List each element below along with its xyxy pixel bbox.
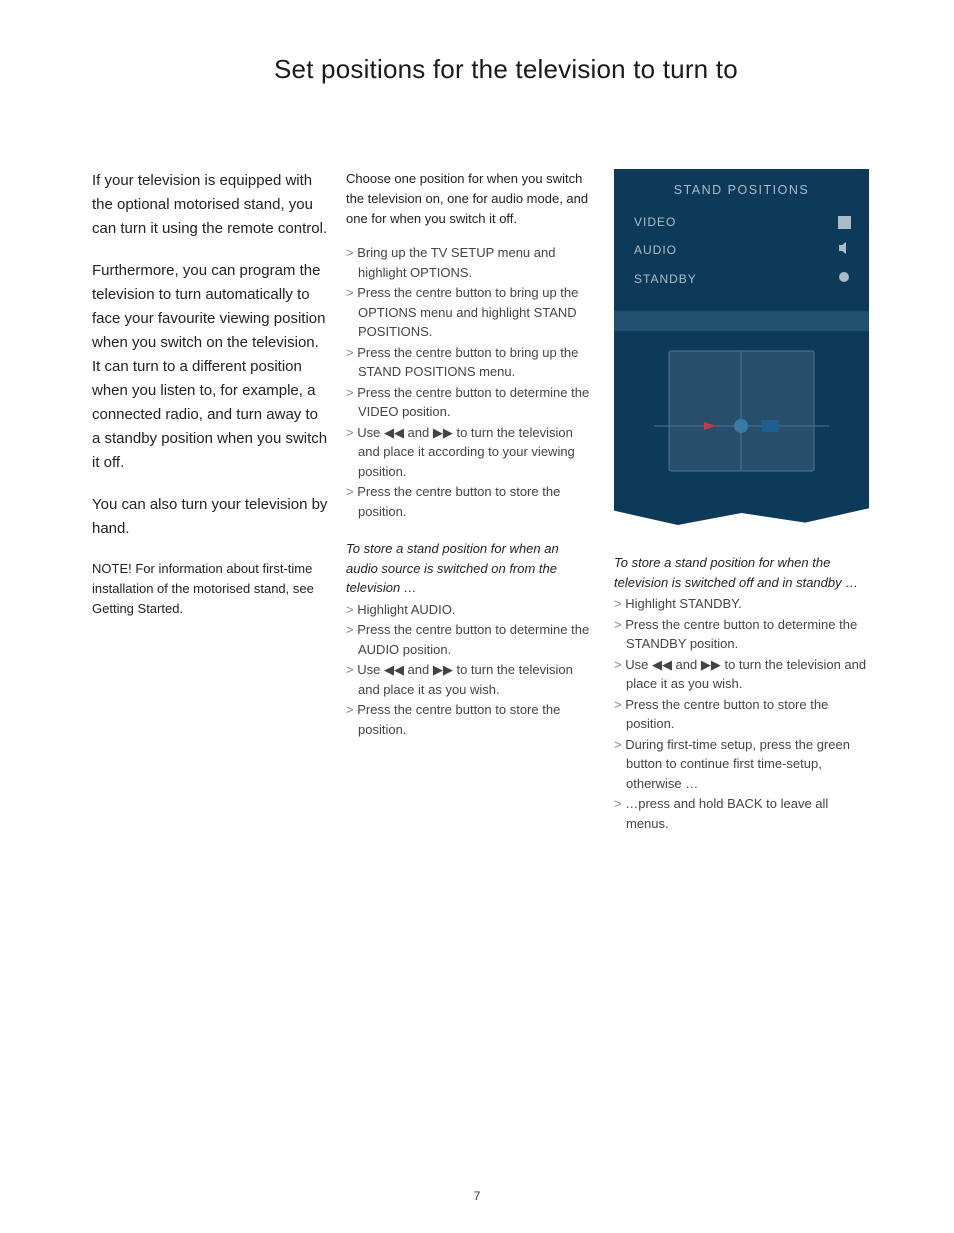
menu-label: VIDEO xyxy=(634,215,676,229)
step-item: Highlight AUDIO. xyxy=(346,600,594,620)
menu-row-video: VIDEO xyxy=(614,209,869,235)
step-item: During first-time setup, press the green… xyxy=(614,735,872,794)
step-item: Press the centre button to determine the… xyxy=(346,620,594,659)
stand-positions-menu: STAND POSITIONS VIDEO AUDIO STANDBY xyxy=(614,169,869,331)
step-item: Press the centre button to store the pos… xyxy=(614,695,872,734)
intro-column: If your television is equipped with the … xyxy=(92,169,330,619)
tv-diagram xyxy=(614,331,869,501)
standby-step-list: Highlight STANDBY. Press the centre butt… xyxy=(614,594,872,833)
step-item: Highlight STANDBY. xyxy=(614,594,872,614)
instructions-column: Choose one position for when you switch … xyxy=(346,169,594,757)
stop-icon xyxy=(838,216,851,229)
menu-row-audio: AUDIO xyxy=(614,235,869,264)
step-item: Press the centre button to store the pos… xyxy=(346,482,594,521)
intro-para-1: If your television is equipped with the … xyxy=(92,169,330,241)
note-text: NOTE! For information about first-time i… xyxy=(92,559,330,619)
step-item: Use ◀◀ and ▶▶ to turn the television and… xyxy=(346,660,594,699)
standby-icon xyxy=(837,270,851,287)
audio-subhead: To store a stand position for when an au… xyxy=(346,539,594,598)
step-item: …press and hold BACK to leave all menus. xyxy=(614,794,872,833)
step-item: Press the centre button to determine the… xyxy=(346,383,594,422)
menu-label: STANDBY xyxy=(634,272,697,286)
step-item: Use ◀◀ and ▶▶ to turn the television and… xyxy=(346,423,594,482)
main-step-list: Bring up the TV SETUP menu and highlight… xyxy=(346,243,594,521)
step-item: Press the centre button to bring up the … xyxy=(346,343,594,382)
step-item: Use ◀◀ and ▶▶ to turn the television and… xyxy=(614,655,872,694)
page-number: 7 xyxy=(474,1189,481,1203)
step-item: Press the centre button to bring up the … xyxy=(346,283,594,342)
speaker-icon xyxy=(837,241,851,258)
audio-step-list: Highlight AUDIO. Press the centre button… xyxy=(346,600,594,740)
step-item: Press the centre button to store the pos… xyxy=(346,700,594,739)
page-title: Set positions for the television to turn… xyxy=(274,54,738,85)
step-item: Press the centre button to determine the… xyxy=(614,615,872,654)
right-column: STAND POSITIONS VIDEO AUDIO STANDBY xyxy=(614,169,872,851)
col2-intro: Choose one position for when you switch … xyxy=(346,169,594,229)
step-item: Bring up the TV SETUP menu and highlight… xyxy=(346,243,594,282)
menu-row-standby: STANDBY xyxy=(614,264,869,293)
standby-subhead: To store a stand position for when the t… xyxy=(614,553,872,592)
intro-para-3: You can also turn your television by han… xyxy=(92,493,330,541)
menu-label: AUDIO xyxy=(634,243,677,257)
intro-para-2: Furthermore, you can program the televis… xyxy=(92,259,330,475)
menu-title: STAND POSITIONS xyxy=(614,169,869,209)
torn-edge xyxy=(614,501,869,525)
